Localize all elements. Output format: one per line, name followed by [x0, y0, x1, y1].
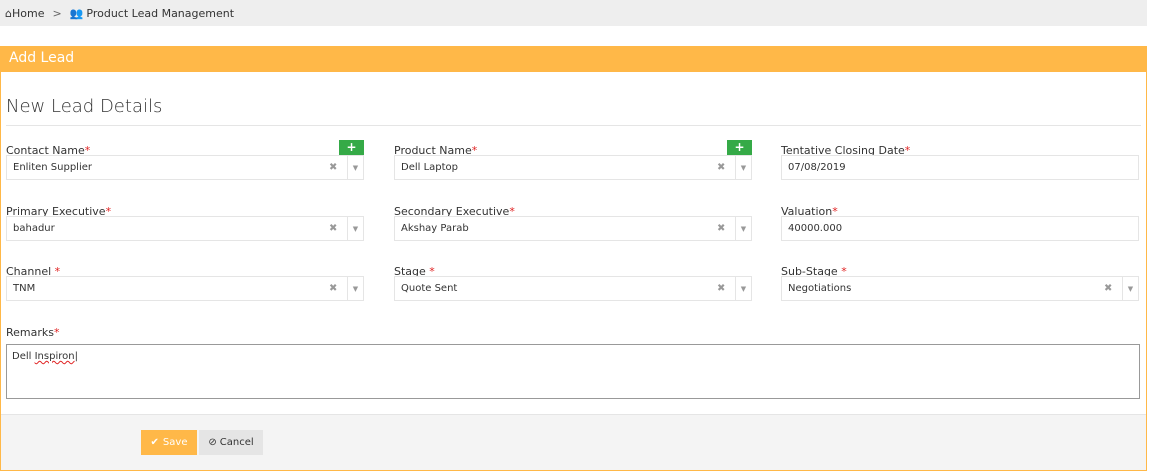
label: Sub-Stage	[781, 265, 842, 278]
ban-icon: ⊘	[208, 437, 217, 448]
users-icon: 👥	[69, 6, 84, 20]
save-button[interactable]: ✔ Save	[141, 430, 197, 455]
clear-icon[interactable]: ✖	[717, 283, 726, 294]
label: Secondary Executive	[394, 205, 510, 218]
value: Dell Laptop	[401, 162, 459, 173]
required-mark: *	[105, 205, 112, 218]
remarks-text: Dell	[12, 351, 35, 362]
clear-icon[interactable]: ✖	[717, 162, 726, 173]
label: Remarks	[6, 326, 54, 339]
required-mark: *	[832, 205, 838, 218]
secondary-executive-field: Secondary Executive* Akshay Parab ✖ ▼	[394, 205, 752, 241]
value: Negotiations	[788, 283, 852, 294]
label: Product Name	[394, 144, 472, 157]
required-mark: *	[54, 265, 61, 278]
required-mark: *	[429, 265, 435, 278]
chevron-down-icon[interactable]: ▼	[735, 277, 751, 300]
required-mark: *	[509, 205, 515, 218]
valuation-field: Valuation* 40000.000	[781, 205, 1139, 241]
breadcrumb-current[interactable]: Product Lead Management	[86, 6, 235, 20]
chevron-down-icon[interactable]: ▼	[347, 156, 363, 179]
sub-stage-select[interactable]: Negotiations ✖ ▼	[781, 276, 1139, 301]
product-name-select[interactable]: Dell Laptop ✖ ▼	[394, 155, 752, 180]
chevron-down-icon[interactable]: ▼	[1122, 277, 1138, 300]
value: Enliten Supplier	[13, 162, 93, 173]
cancel-label: Cancel	[219, 437, 254, 448]
label: Valuation	[781, 205, 833, 218]
value: TNM	[13, 283, 36, 294]
clear-icon[interactable]: ✖	[1104, 283, 1113, 294]
chevron-down-icon[interactable]: ▼	[347, 277, 363, 300]
save-label: Save	[162, 437, 188, 448]
channel-field: Channel * TNM ✖ ▼	[6, 265, 364, 301]
required-mark: *	[841, 265, 847, 278]
label: Channel	[6, 265, 55, 278]
required-mark: *	[54, 326, 60, 339]
stage-select[interactable]: Quote Sent ✖ ▼	[394, 276, 752, 301]
sub-stage-field: Sub-Stage * Negotiations ✖ ▼	[781, 265, 1139, 301]
clear-icon[interactable]: ✖	[329, 223, 338, 234]
cancel-button[interactable]: ⊘ Cancel	[199, 430, 263, 455]
form-actions: ✔ Save ⊘ Cancel	[1, 414, 1146, 470]
stage-field: Stage * Quote Sent ✖ ▼	[394, 265, 752, 301]
divider	[6, 125, 1141, 126]
remarks-textarea[interactable]: Dell Inspiron|	[6, 344, 1140, 399]
label: Primary Executive	[6, 205, 106, 218]
chevron-down-icon[interactable]: ▼	[735, 217, 751, 240]
chevron-down-icon[interactable]: ▼	[735, 156, 751, 179]
secondary-executive-select[interactable]: Akshay Parab ✖ ▼	[394, 216, 752, 241]
product-name-field: Product Name* + Dell Laptop ✖ ▼	[394, 140, 752, 180]
primary-executive-select[interactable]: bahadur ✖ ▼	[6, 216, 364, 241]
value: bahadur	[13, 223, 55, 234]
clear-icon[interactable]: ✖	[329, 283, 338, 294]
panel-title: Add Lead	[1, 46, 1146, 72]
check-icon: ✔	[150, 437, 159, 448]
required-mark: *	[84, 144, 91, 157]
required-mark: *	[471, 144, 478, 157]
breadcrumb-separator: >	[52, 6, 62, 20]
remarks-text-misspelled: Inspiron	[34, 351, 75, 362]
required-mark: *	[904, 144, 911, 157]
home-icon: ⌂	[5, 6, 12, 20]
closing-date-field: Tentative Closing Date* 07/08/2019	[781, 144, 1139, 180]
clear-icon[interactable]: ✖	[717, 223, 726, 234]
label: Stage	[394, 265, 430, 278]
breadcrumb: ⌂ Home > 👥 Product Lead Management	[0, 0, 1147, 26]
value: Quote Sent	[401, 283, 458, 294]
label: Contact Name	[6, 144, 85, 157]
add-product-button[interactable]: +	[727, 140, 752, 155]
add-lead-panel: Add Lead New Lead Details Contact Name* …	[0, 46, 1147, 471]
value: Akshay Parab	[401, 223, 469, 234]
clear-icon[interactable]: ✖	[329, 162, 338, 173]
contact-name-field: Contact Name* + Enliten Supplier ✖ ▼	[6, 140, 364, 180]
contact-name-select[interactable]: Enliten Supplier ✖ ▼	[6, 155, 364, 180]
breadcrumb-home[interactable]: Home	[11, 6, 45, 20]
valuation-input[interactable]: 40000.000	[781, 216, 1139, 241]
label: Tentative Closing Date	[781, 144, 905, 157]
channel-select[interactable]: TNM ✖ ▼	[6, 276, 364, 301]
add-contact-button[interactable]: +	[339, 140, 364, 155]
remarks-label-group: Remarks*	[6, 326, 60, 339]
chevron-down-icon[interactable]: ▼	[347, 217, 363, 240]
primary-executive-field: Primary Executive* bahadur ✖ ▼	[6, 205, 364, 241]
section-heading: New Lead Details	[6, 96, 163, 117]
closing-date-input[interactable]: 07/08/2019	[781, 155, 1139, 180]
